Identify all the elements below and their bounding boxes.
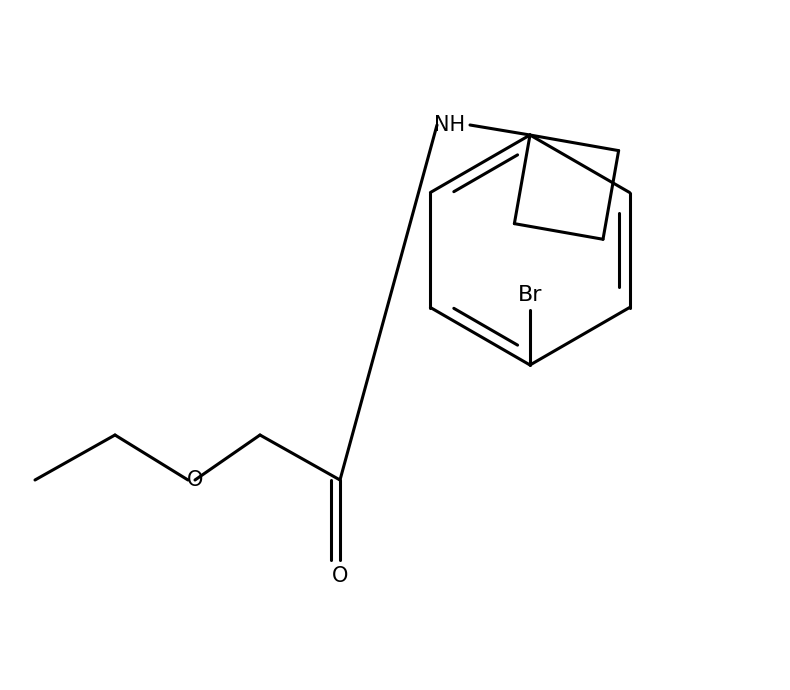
Text: O: O — [332, 566, 348, 586]
Text: NH: NH — [435, 115, 465, 135]
Text: O: O — [186, 470, 203, 490]
Text: Br: Br — [517, 285, 542, 305]
